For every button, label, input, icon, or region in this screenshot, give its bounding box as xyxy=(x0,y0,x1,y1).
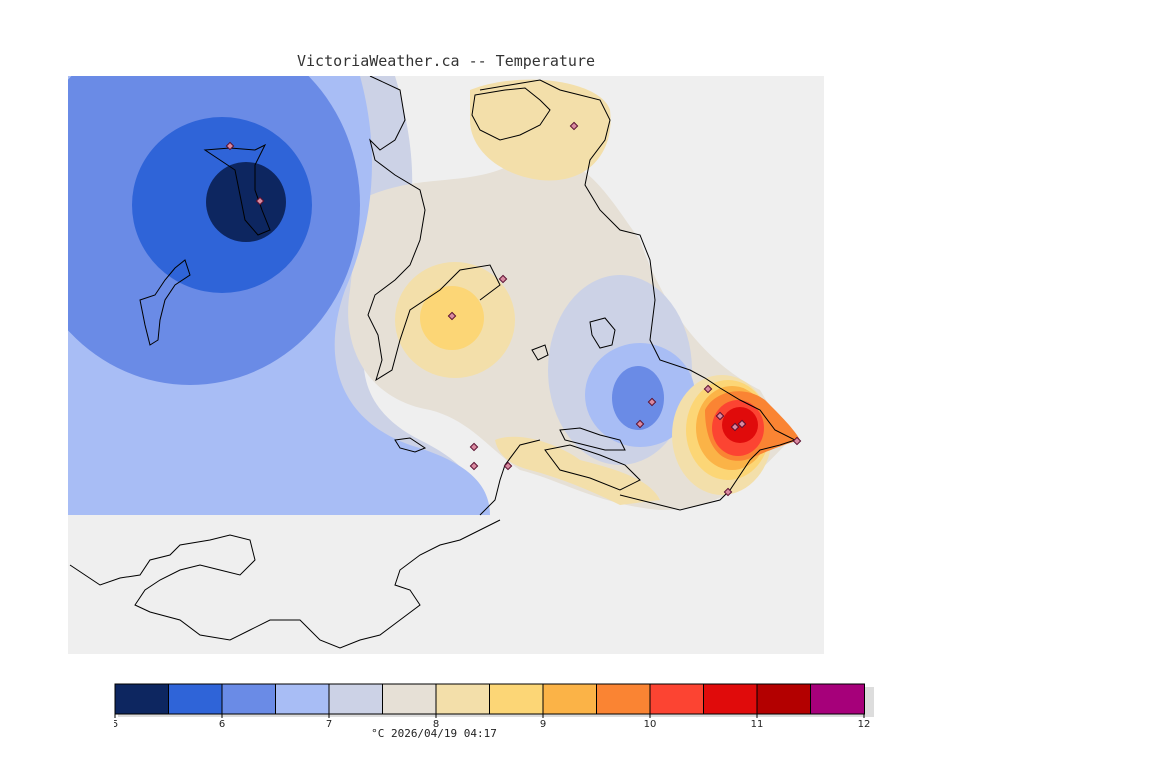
coastline-south-island xyxy=(544,444,641,491)
legend-tick-label: 10 xyxy=(644,719,657,730)
legend-tick-label: 6 xyxy=(219,719,225,730)
diamond-marker-icon xyxy=(255,196,265,206)
diamond-marker-icon xyxy=(723,487,733,497)
legend-color-bar xyxy=(114,683,865,715)
legend-tick-label: 8 xyxy=(433,719,439,730)
field-north-8.5 xyxy=(470,79,611,181)
coastline-small-island xyxy=(589,317,616,349)
field-5-5.5 xyxy=(206,162,286,242)
legend-swatch xyxy=(328,683,384,715)
diamond-marker-icon xyxy=(569,121,579,131)
station-markers xyxy=(225,121,802,497)
legend-swatch xyxy=(756,683,812,715)
legend-swatch xyxy=(489,683,544,715)
legend-swatch xyxy=(435,683,491,715)
legend-tick-labels: 5 6 7 8 9 10 11 12 xyxy=(114,714,870,730)
legend-swatch xyxy=(596,683,651,715)
coastline-lake-west xyxy=(203,143,271,236)
diamond-marker-icon xyxy=(225,141,235,151)
legend-swatch xyxy=(542,683,598,715)
legend-swatch xyxy=(114,683,170,715)
legend-swatch xyxy=(168,683,223,715)
coastline-south-strait xyxy=(479,439,541,516)
legend-tick-label: 5 xyxy=(114,719,118,730)
field-8.5-9-south xyxy=(495,436,660,505)
legend-tick-label: 9 xyxy=(540,719,546,730)
coastline-north-island xyxy=(471,87,551,141)
temperature-map xyxy=(68,76,824,654)
field-6.5-7-east xyxy=(612,366,664,430)
diamond-marker-icon xyxy=(715,411,725,421)
diamond-marker-icon xyxy=(730,422,740,432)
temperature-field xyxy=(68,76,824,515)
diamond-marker-icon xyxy=(792,436,802,446)
coastline-islet xyxy=(531,344,549,361)
map-title: VictoriaWeather.ca -- Temperature xyxy=(296,52,595,70)
diamond-marker-icon xyxy=(469,461,479,471)
diamond-marker-icon xyxy=(503,461,513,471)
legend-swatch xyxy=(649,683,705,715)
diamond-marker-icon xyxy=(469,442,479,452)
legend-swatch xyxy=(703,683,758,715)
legend-caption: °C 2026/04/19 04:17 xyxy=(371,727,497,740)
legend-swatch xyxy=(221,683,277,715)
coastline-north-peninsula xyxy=(367,76,501,382)
coastlines xyxy=(69,76,797,649)
legend-swatch xyxy=(275,683,330,715)
diamond-marker-icon xyxy=(647,397,657,407)
legend-tick-label: 11 xyxy=(751,719,764,730)
diamond-marker-icon xyxy=(737,419,747,429)
legend-tick-label: 12 xyxy=(858,719,871,730)
coastline-lake-southwest xyxy=(139,259,191,346)
diamond-marker-icon xyxy=(703,384,713,394)
diamond-marker-icon xyxy=(498,274,508,284)
coastline-lower-land xyxy=(69,519,501,649)
legend-swatch xyxy=(382,683,437,715)
coastline-islet-2 xyxy=(394,437,427,453)
coastline-inlet xyxy=(559,427,626,451)
diamond-marker-icon xyxy=(635,419,645,429)
diamond-marker-icon xyxy=(447,311,457,321)
legend-swatch xyxy=(810,683,865,715)
color-legend: 5 6 7 8 9 10 11 12 xyxy=(114,683,874,730)
legend-tick-label: 7 xyxy=(326,719,332,730)
